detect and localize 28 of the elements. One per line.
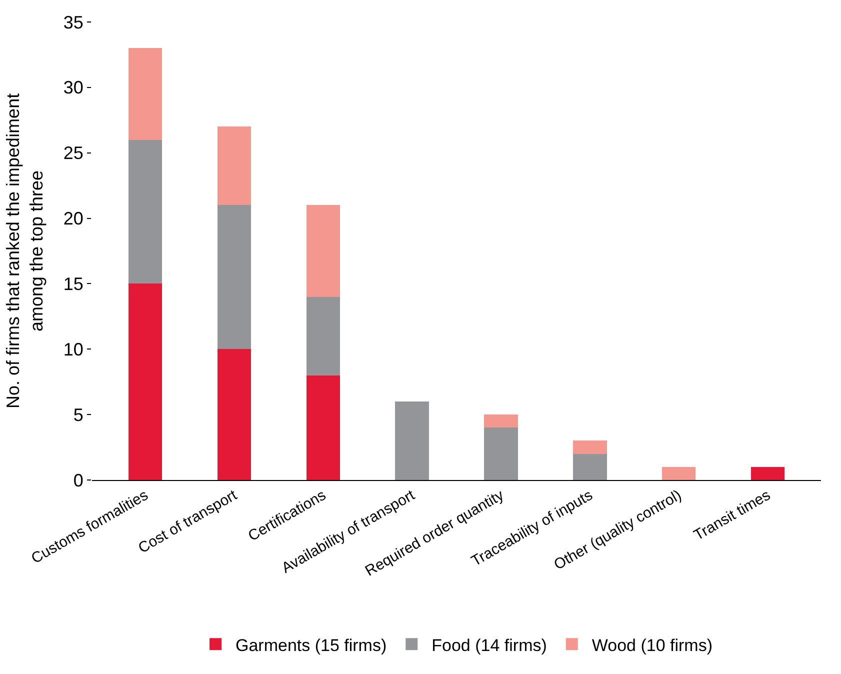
y-tick-label: 5 (73, 404, 84, 425)
bar (395, 401, 429, 480)
bar (662, 466, 696, 480)
y-tick-label: 25 (63, 143, 84, 164)
legend-label: Food (14 firms) (432, 636, 547, 655)
y-axis-title: No. of firms that ranked the impediment among the top three (3, 93, 47, 409)
bar (484, 428, 518, 480)
bar (306, 296, 340, 376)
y-tick-label: 30 (63, 78, 84, 98)
bar (306, 375, 340, 480)
y-tick-label: 15 (63, 274, 84, 294)
bar (572, 454, 607, 480)
legend-label: Garments (15 firms) (236, 636, 387, 655)
y-tick-label: 20 (63, 208, 84, 229)
bar (217, 126, 252, 206)
y-tick-label: 35 (63, 12, 84, 32)
bar (128, 48, 162, 140)
bar (572, 440, 607, 454)
legend-label: Wood (10 firms) (592, 636, 712, 655)
bar (484, 414, 518, 428)
bar (128, 284, 162, 480)
bar (217, 205, 252, 350)
bar (217, 349, 252, 480)
bar (750, 466, 785, 480)
y-tick-label: 0 (73, 470, 84, 490)
y-tick-label: 10 (63, 339, 84, 360)
bar (128, 140, 162, 284)
bar (306, 205, 340, 297)
